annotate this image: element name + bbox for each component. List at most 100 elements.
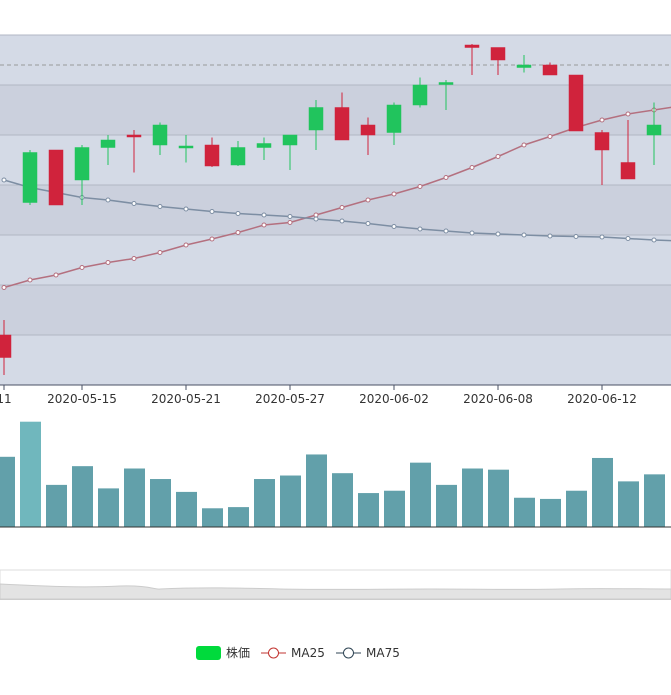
candle — [204, 137, 220, 167]
volume-bar — [254, 479, 275, 527]
candle — [620, 120, 636, 180]
ma75-point — [339, 218, 345, 224]
legend[interactable]: 株価 MA25 MA75 — [196, 645, 400, 660]
ma25-point — [261, 222, 267, 228]
legend-ma75-label: MA75 — [366, 646, 400, 660]
ma25-point — [131, 256, 137, 261]
x-tick-label: 2020-05-27 — [255, 392, 325, 406]
plot-band — [0, 335, 671, 385]
x-tick-label: 2020-06-02 — [359, 392, 429, 406]
candle — [100, 135, 116, 165]
candle-body — [152, 124, 168, 146]
legend-item-ma75[interactable]: MA75 — [336, 646, 400, 660]
x-tick-label: 2020-06-12 — [567, 392, 637, 406]
volume-bar — [644, 474, 665, 527]
ma75-point — [261, 212, 267, 218]
candle-body — [594, 132, 610, 151]
candle-body — [542, 64, 558, 76]
candle — [386, 102, 402, 145]
volume-bar — [72, 466, 93, 527]
volume-bar — [410, 462, 431, 527]
candle — [152, 122, 168, 155]
ma75-point — [313, 216, 319, 222]
candle-body — [48, 149, 64, 206]
legend-ma25-marker — [268, 647, 279, 659]
volume-bar — [280, 475, 301, 527]
legend-item-stock[interactable]: 株価 — [196, 645, 250, 660]
legend-item-ma25[interactable]: MA25 — [261, 646, 325, 660]
volume-bar — [540, 498, 561, 527]
legend-stock-swatch — [196, 646, 221, 660]
candle-body — [620, 162, 636, 180]
ma75-point — [183, 206, 189, 212]
volume-bar — [592, 457, 613, 527]
ma75-point — [391, 224, 397, 229]
legend-ma75-marker — [343, 647, 354, 659]
volume-bar — [488, 469, 509, 527]
candle — [594, 130, 610, 185]
ma75-point — [235, 211, 241, 216]
candle — [360, 117, 376, 155]
candle-body — [646, 124, 662, 136]
ma75-point — [131, 201, 137, 206]
candle — [516, 55, 532, 73]
ma75-point — [209, 209, 215, 214]
ma25-point — [443, 175, 449, 180]
ma25-point — [365, 197, 371, 203]
ma25-point — [521, 142, 527, 148]
volume-bar — [46, 484, 67, 527]
legend-stock-label: 株価 — [226, 645, 250, 660]
plot-band — [0, 35, 671, 85]
price-plot-grid — [0, 34, 671, 336]
ma25-point — [417, 184, 423, 189]
candle-body — [126, 134, 142, 138]
candle — [438, 80, 454, 110]
volume-bar — [98, 488, 119, 527]
candle — [646, 102, 662, 165]
candle — [464, 44, 480, 75]
volume-bar — [514, 497, 535, 527]
candle-body — [256, 143, 272, 148]
ma25-point — [469, 165, 475, 170]
data-zoom-shadow-area — [0, 583, 671, 600]
candle — [568, 74, 584, 132]
candle-body — [516, 64, 532, 68]
ma25-point — [313, 212, 319, 218]
ma25-point — [157, 250, 163, 255]
volume-bar — [202, 508, 223, 527]
ma75-point — [469, 230, 475, 236]
data-zoom-bottom-edge — [0, 599, 671, 600]
volume-bar — [228, 507, 249, 527]
plot-band — [0, 135, 671, 185]
ma25-point — [209, 236, 215, 242]
volume-series — [0, 421, 665, 527]
candle-body — [412, 84, 428, 106]
candle-body — [334, 107, 350, 141]
candle-body — [438, 82, 454, 85]
ma75-point — [1, 177, 7, 183]
ma25-point — [235, 230, 241, 235]
data-zoom-slider[interactable] — [0, 569, 671, 600]
ma25-point — [391, 191, 397, 197]
x-tick-label: 2020-06-08 — [463, 392, 533, 406]
candle-body — [178, 145, 194, 149]
ma75-point — [495, 231, 501, 237]
volume-bar — [20, 421, 41, 527]
volume-bar — [306, 454, 327, 527]
plot-band — [0, 235, 671, 285]
volume-bar — [124, 468, 145, 527]
x-tick-label: 2020-05-15 — [47, 392, 117, 406]
ma75-point — [547, 233, 553, 239]
volume-bar — [176, 491, 197, 527]
ma25-point — [27, 277, 33, 283]
candle — [308, 100, 324, 150]
ma75-line — [3, 179, 671, 242]
candle-body — [204, 144, 220, 167]
candle-body — [230, 147, 246, 166]
ma25-point — [183, 242, 189, 248]
candle-body — [0, 334, 12, 358]
ma25-point — [547, 134, 553, 139]
volume-bar — [462, 468, 483, 527]
candle — [282, 134, 298, 170]
